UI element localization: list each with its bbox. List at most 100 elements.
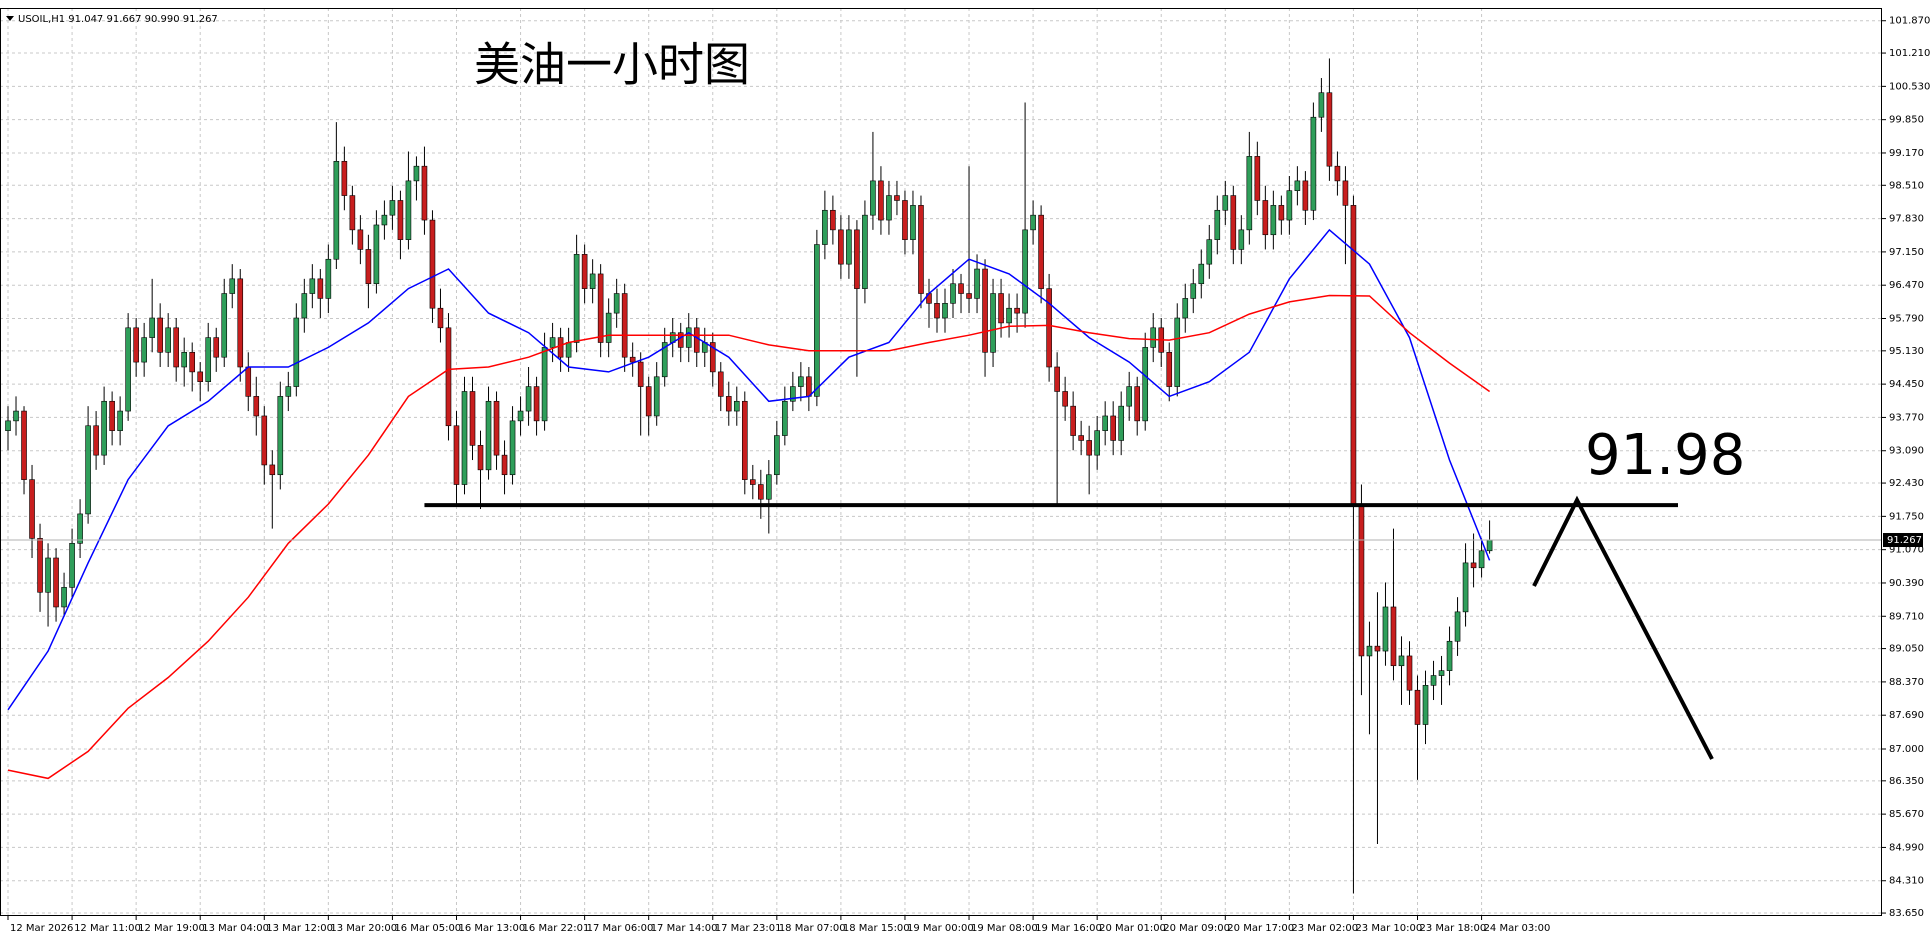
candle-body [1214, 209, 1221, 240]
candle-body [693, 327, 700, 353]
candle-body [573, 254, 580, 343]
x-tick-label: 23 Mar 02:00 [1291, 923, 1358, 934]
candle-body [798, 376, 804, 387]
candle-body [918, 205, 924, 294]
candle-body [229, 278, 236, 294]
candle-body [1102, 415, 1108, 431]
candle-body [333, 160, 340, 260]
candle-body [1030, 214, 1036, 231]
candle-body [421, 165, 428, 221]
y-tick-label: 95.790 [1889, 314, 1924, 325]
y-tick-label: 101.870 [1889, 16, 1930, 27]
candle-body [309, 278, 316, 294]
x-tick-label: 13 Mar 20:00 [330, 923, 397, 934]
candle-body [277, 396, 284, 476]
candle-body [133, 327, 139, 363]
candle-body [1126, 386, 1132, 407]
candle-body [205, 337, 212, 382]
candle-body [1470, 562, 1477, 569]
candle-body [1022, 229, 1028, 314]
y-tick-label: 101.210 [1889, 48, 1930, 59]
candle-body [301, 293, 308, 319]
candle-body [782, 400, 788, 436]
candle-body [1086, 440, 1092, 456]
candle-body [565, 342, 572, 358]
candle-body [1414, 689, 1421, 725]
candle-body [1238, 229, 1245, 250]
candle-body [934, 303, 940, 319]
x-tick-label: 18 Mar 15:00 [843, 923, 910, 934]
candle-body [69, 542, 75, 588]
candle-body [1310, 116, 1317, 211]
symbol-menu-icon[interactable] [6, 16, 14, 21]
x-tick-label: 19 Mar 00:00 [907, 923, 974, 934]
candle-body [1374, 645, 1381, 652]
candle-body [1150, 327, 1157, 348]
y-tick-label: 86.350 [1889, 776, 1924, 787]
candle-body [790, 386, 796, 402]
candle-body [1294, 180, 1301, 191]
y-tick-label: 99.170 [1889, 148, 1924, 159]
candle-body [1382, 606, 1389, 652]
x-tick-label: 16 Mar 13:00 [458, 923, 525, 934]
candle-body [437, 307, 444, 329]
candle-body [557, 337, 564, 358]
candle-body [45, 557, 51, 593]
candle-body [549, 337, 556, 348]
candle-body [1366, 645, 1373, 657]
candle-body [253, 396, 260, 417]
candle-body [501, 454, 508, 476]
candle-body [1142, 347, 1149, 422]
candle-body [1390, 606, 1397, 667]
candle-body [621, 293, 628, 358]
candle-body [285, 386, 292, 397]
candle-body [637, 361, 644, 387]
candle-body [774, 435, 780, 476]
x-tick-label: 12 Mar 2026 [10, 923, 73, 934]
candle-body [1062, 391, 1068, 407]
candle-body [181, 351, 187, 368]
plot-frame [0, 8, 1882, 916]
y-tick-label: 93.770 [1889, 412, 1924, 423]
x-tick-label: 18 Mar 07:00 [779, 923, 846, 934]
x-tick-label: 17 Mar 23:01 [715, 923, 782, 934]
candle-body [165, 327, 171, 353]
symbol-info: USOIL,H1 91.047 91.667 90.990 91.267 [18, 14, 218, 25]
candle-body [325, 258, 332, 299]
candle-body [758, 484, 764, 500]
candle-body [854, 229, 860, 289]
candle-body [950, 283, 956, 304]
candle-body [29, 479, 35, 539]
x-tick-label: 20 Mar 09:00 [1163, 923, 1230, 934]
candle-body [1038, 214, 1044, 289]
candle-body [173, 327, 179, 368]
x-tick-label: 24 Mar 03:00 [1484, 923, 1551, 934]
y-tick-label: 97.830 [1889, 214, 1924, 225]
y-tick-label: 92.430 [1889, 478, 1924, 489]
candle-body [741, 400, 748, 480]
candle-body [1070, 405, 1076, 436]
candle-body [1222, 195, 1229, 211]
candle-body [469, 391, 476, 446]
candle-body [685, 327, 692, 348]
candle-body [589, 273, 596, 289]
candle-body [1342, 180, 1349, 206]
x-tick-label: 23 Mar 18:00 [1420, 923, 1487, 934]
y-tick-label: 88.370 [1889, 677, 1924, 688]
candle-body [661, 342, 668, 378]
x-tick-label: 19 Mar 16:00 [1035, 923, 1102, 934]
candle-body [1190, 283, 1197, 299]
candle-body [1246, 156, 1253, 231]
candle-body [1318, 92, 1325, 118]
candle-body [1422, 685, 1429, 725]
candle-body [1446, 640, 1453, 671]
x-tick-label: 23 Mar 10:00 [1355, 923, 1422, 934]
candle-body [862, 214, 868, 289]
candle-body [269, 464, 276, 476]
candle-body [1110, 415, 1116, 441]
candle-body [886, 195, 892, 221]
candle-body [998, 293, 1004, 324]
candle-body [1270, 205, 1277, 236]
x-tick-label: 13 Mar 04:00 [202, 923, 269, 934]
y-tick-label: 91.750 [1889, 511, 1924, 522]
